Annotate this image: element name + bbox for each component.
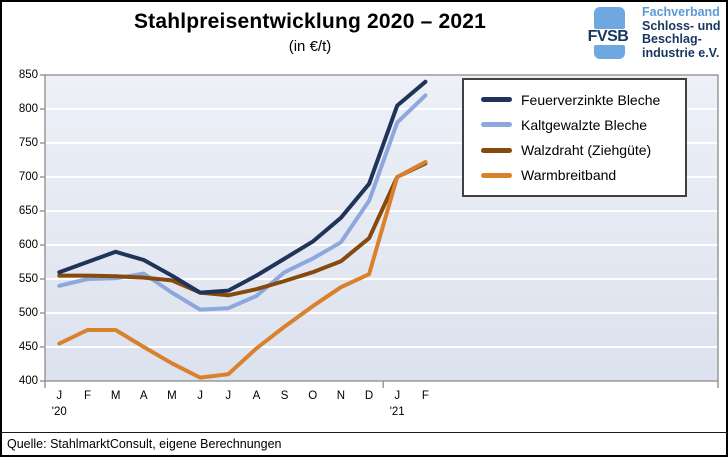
- year-label-20: '20: [51, 406, 67, 418]
- fvsb-logo: FVSB Fachverband Schloss- und Beschlag- …: [586, 5, 724, 64]
- y-axis-label-500: 500: [18, 306, 38, 319]
- y-axis-label-450: 450: [18, 340, 38, 353]
- legend-label-3: Warmbreitband: [521, 167, 617, 184]
- year-label-21: '21: [389, 406, 405, 418]
- legend-swatch-0: [481, 97, 512, 103]
- logo-bar-bottom: [594, 45, 625, 59]
- x-axis-label-7: A: [252, 390, 261, 402]
- legend-label-1: Kaltgewalzte Bleche: [521, 116, 648, 133]
- logo-text-line4: industrie e.V.: [642, 45, 720, 60]
- y-axis-label-800: 800: [18, 102, 38, 115]
- y-axis-label-600: 600: [18, 238, 38, 251]
- x-axis-label-8: S: [280, 390, 289, 402]
- logo-text: Fachverband Schloss- und Beschlag- indus…: [642, 5, 721, 60]
- legend-swatch-1: [481, 122, 512, 128]
- x-axis-label-13: F: [421, 390, 429, 402]
- x-axis-label-1: F: [83, 390, 91, 402]
- logo-abbreviation: FVSB: [587, 28, 629, 45]
- x-axis-label-6: J: [225, 390, 232, 402]
- legend-item-0: Feuerverzinkte Bleche: [481, 92, 679, 108]
- legend-label-0: Feuerverzinkte Bleche: [521, 91, 661, 108]
- legend-label-2: Walzdraht (Ziehgüte): [521, 142, 652, 159]
- y-axis-label-650: 650: [18, 204, 38, 217]
- legend-item-3: Warmbreitband: [481, 167, 679, 183]
- plot-border: [44, 74, 719, 382]
- series-line-0: [57, 79, 428, 295]
- logo-text-line2: Schloss- und: [642, 18, 721, 33]
- y-axis-label-850: 850: [18, 68, 38, 81]
- chart-subtitle: (in €/t): [288, 38, 332, 55]
- series-line-2: [57, 161, 428, 298]
- title-block: Stahlpreisentwicklung 2020 – 2021 (in €/…: [0, 10, 620, 55]
- x-axis-label-0: J: [56, 390, 63, 402]
- y-axis-label-750: 750: [18, 136, 38, 149]
- legend-item-2: Walzdraht (Ziehgüte): [481, 142, 679, 158]
- logo-text-line1: Fachverband: [642, 5, 720, 19]
- source-text: Quelle: StahlmarktConsult, eigene Berech…: [7, 437, 282, 451]
- x-axis-label-12: J: [394, 390, 401, 402]
- chart-title: Stahlpreisentwicklung 2020 – 2021: [133, 10, 487, 33]
- x-axis-label-10: N: [336, 390, 346, 402]
- x-axis-label-9: O: [308, 390, 318, 402]
- logo-text-line3: Beschlag-: [642, 32, 702, 46]
- x-axis-label-5: J: [197, 390, 203, 402]
- x-axis-label-11: D: [364, 390, 374, 402]
- x-axis-label-2: M: [110, 390, 121, 402]
- x-axis-label-4: M: [167, 390, 177, 402]
- source-divider: [0, 432, 728, 433]
- legend-box: Feuerverzinkte Bleche Kaltgewalzte Bleche…: [462, 78, 687, 197]
- logo-bar-top: [594, 7, 625, 29]
- legend-swatch-3: [481, 172, 512, 178]
- y-axis-label-400: 400: [18, 374, 38, 387]
- legend-item-1: Kaltgewalzte Bleche: [481, 117, 679, 133]
- y-axis-label-550: 550: [18, 272, 38, 285]
- legend-swatch-2: [481, 147, 512, 153]
- x-axis-label-3: A: [139, 390, 148, 402]
- series-line-3: [57, 160, 428, 380]
- y-axis-label-700: 700: [18, 170, 38, 183]
